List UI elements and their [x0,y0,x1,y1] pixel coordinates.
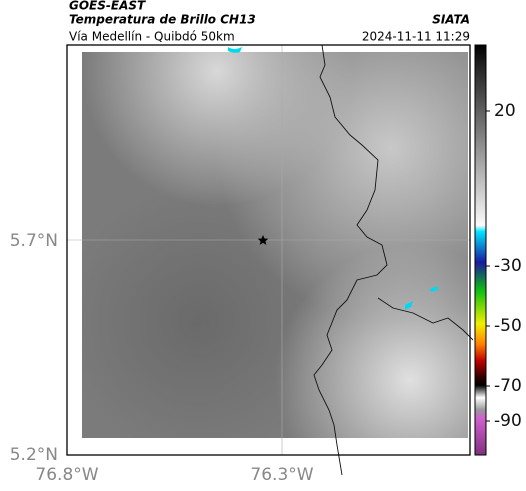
lon-label: 76.8°W [35,465,98,485]
colorbar-label: -90 [494,411,522,431]
brand: SIATA [432,13,470,27]
location-marker [257,235,269,245]
imagery [82,47,468,438]
colorbar-label: -70 [494,376,522,396]
colorbar-label: -30 [494,256,522,276]
datetime: 2024-11-11 11:29 [362,30,470,44]
subtitle: Vía Medellín - Quibdó 50km [69,30,235,44]
title: Temperatura de Brillo CH13 [69,13,256,27]
source: GOES-EAST [69,0,146,13]
colorbar-label: 20 [494,101,516,121]
colorbar-label: -50 [494,316,522,336]
lat-label: 5.2°N [10,445,58,465]
map-frame [66,44,471,456]
lon-label: 76.3°W [250,465,313,485]
colorbar [474,44,487,456]
lat-label: 5.7°N [10,231,58,251]
border-line [313,44,474,476]
